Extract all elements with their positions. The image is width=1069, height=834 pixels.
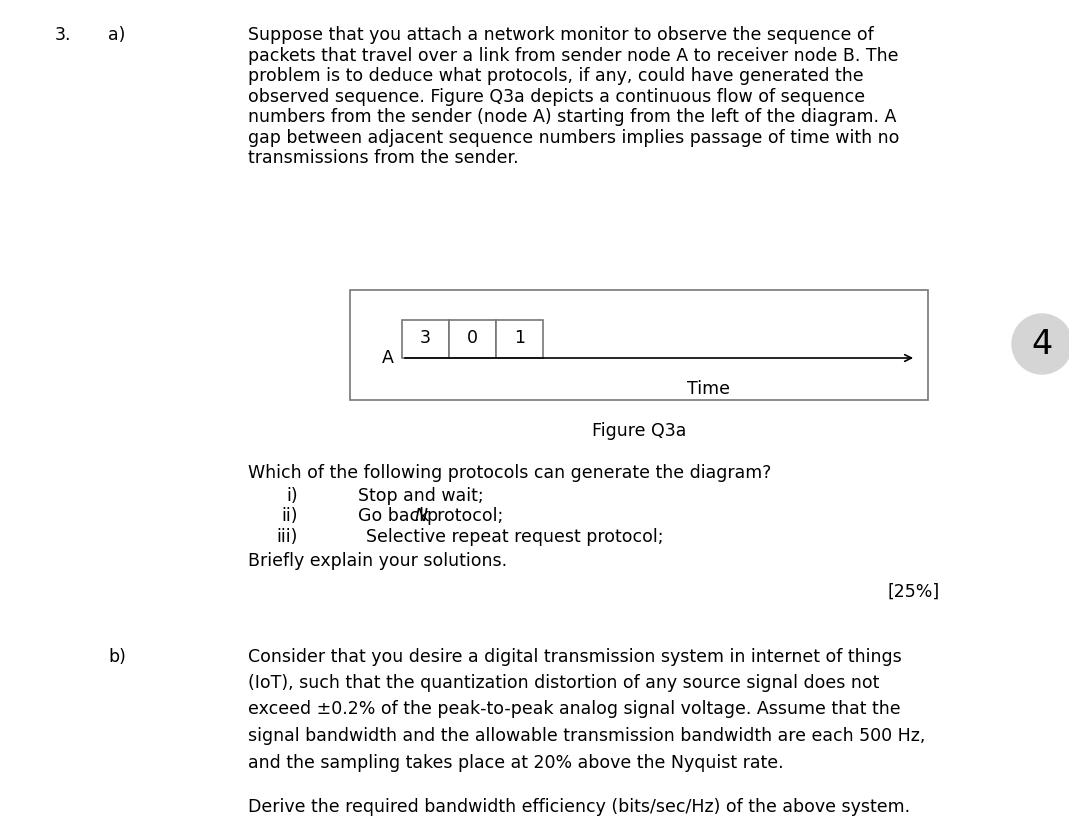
Text: observed sequence. Figure Q3a depicts a continuous flow of sequence: observed sequence. Figure Q3a depicts a … bbox=[248, 88, 865, 105]
Text: signal bandwidth and the allowable transmission bandwidth are each 500 Hz,: signal bandwidth and the allowable trans… bbox=[248, 727, 926, 745]
Text: 3: 3 bbox=[420, 329, 431, 347]
Text: Suppose that you attach a network monitor to observe the sequence of: Suppose that you attach a network monito… bbox=[248, 26, 873, 44]
Text: (IoT), such that the quantization distortion of any source signal does not: (IoT), such that the quantization distor… bbox=[248, 674, 880, 692]
Text: Briefly explain your solutions.: Briefly explain your solutions. bbox=[248, 552, 507, 570]
Bar bbox=[496, 320, 543, 358]
Text: i): i) bbox=[286, 486, 298, 505]
Text: [25%]: [25%] bbox=[887, 582, 940, 600]
Text: a): a) bbox=[108, 26, 125, 44]
Text: problem is to deduce what protocols, if any, could have generated the: problem is to deduce what protocols, if … bbox=[248, 67, 864, 85]
Text: protocol;: protocol; bbox=[427, 507, 503, 525]
Text: ii): ii) bbox=[281, 507, 298, 525]
Text: gap between adjacent sequence numbers implies passage of time with no: gap between adjacent sequence numbers im… bbox=[248, 128, 899, 147]
Text: packets that travel over a link from sender node A to receiver node B. The: packets that travel over a link from sen… bbox=[248, 47, 899, 64]
Text: transmissions from the sender.: transmissions from the sender. bbox=[248, 149, 518, 167]
Text: A: A bbox=[382, 349, 394, 367]
Text: Consider that you desire a digital transmission system in internet of things: Consider that you desire a digital trans… bbox=[248, 647, 902, 666]
Text: 4: 4 bbox=[1032, 328, 1053, 360]
Text: 3.: 3. bbox=[55, 26, 72, 44]
Bar bbox=[449, 320, 496, 358]
Text: Selective repeat request protocol;: Selective repeat request protocol; bbox=[366, 527, 664, 545]
Bar bbox=[402, 320, 449, 358]
Text: iii): iii) bbox=[277, 527, 298, 545]
Text: b): b) bbox=[108, 647, 126, 666]
Text: Which of the following protocols can generate the diagram?: Which of the following protocols can gen… bbox=[248, 464, 772, 482]
Bar bbox=[350, 290, 928, 400]
Text: Go back: Go back bbox=[358, 507, 435, 525]
Text: numbers from the sender (node A) starting from the left of the diagram. A: numbers from the sender (node A) startin… bbox=[248, 108, 897, 126]
Text: Derive the required bandwidth efficiency (bits/sec/Hz) of the above system.: Derive the required bandwidth efficiency… bbox=[248, 798, 910, 816]
Text: exceed ±0.2% of the peak-to-peak analog signal voltage. Assume that the: exceed ±0.2% of the peak-to-peak analog … bbox=[248, 701, 900, 719]
Text: Figure Q3a: Figure Q3a bbox=[592, 422, 686, 440]
Text: 1: 1 bbox=[514, 329, 525, 347]
Text: N: N bbox=[415, 507, 428, 525]
Text: and the sampling takes place at 20% above the Nyquist rate.: and the sampling takes place at 20% abov… bbox=[248, 753, 784, 771]
Text: Stop and wait;: Stop and wait; bbox=[358, 486, 483, 505]
Text: Time: Time bbox=[687, 380, 730, 398]
Text: 0: 0 bbox=[467, 329, 478, 347]
Circle shape bbox=[1012, 314, 1069, 374]
